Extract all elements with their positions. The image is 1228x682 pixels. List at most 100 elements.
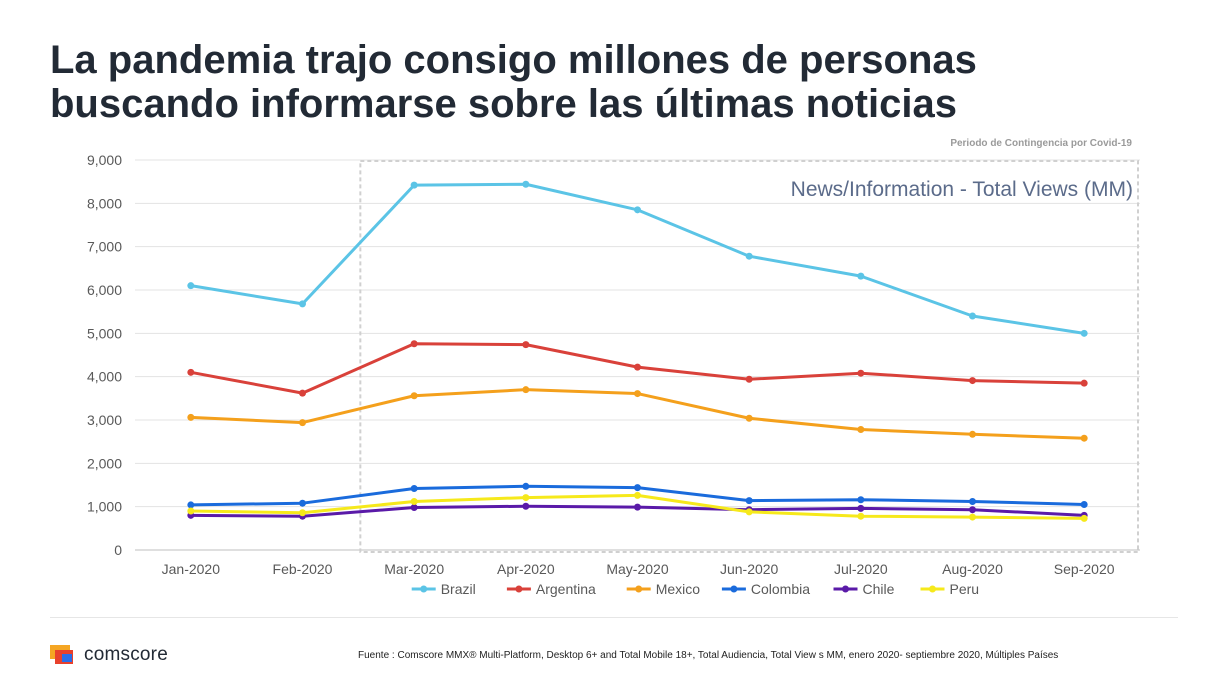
data-point-mexico: [299, 419, 306, 427]
data-point-mexico: [1080, 434, 1088, 442]
grid-lines: [135, 159, 1140, 551]
data-point-argentina: [634, 363, 641, 371]
title-line-2: buscando informarse sobre las últimas no…: [50, 82, 957, 126]
series-brazil: [187, 180, 1088, 337]
x-tick-label: Apr-2020: [497, 561, 555, 577]
data-point-argentina: [410, 340, 418, 348]
x-tick-label: Mar-2020: [384, 561, 444, 577]
data-point-mexico: [857, 426, 865, 434]
chart-title: News/Information - Total Views (MM): [791, 178, 1133, 201]
data-point-argentina: [299, 389, 306, 397]
legend: Brazil Argentina Mexico Colombia Chile Peru: [411, 581, 980, 597]
data-point-colombia: [857, 496, 865, 504]
data-point-chile: [522, 502, 530, 510]
contingency-period-label: Periodo de Contingencia por Covid-19: [950, 138, 1132, 149]
legend-item-peru: Peru: [920, 581, 980, 597]
contingency-highlight-box: [359, 160, 1140, 553]
data-point-brazil: [522, 180, 530, 188]
legend-item-mexico: Mexico: [626, 581, 701, 597]
data-point-chile: [969, 506, 976, 514]
x-axis: Jan-2020 Feb-2020 Mar-2020 Apr-2020 May-2020…: [162, 561, 1115, 577]
footer-divider: [50, 617, 1178, 618]
legend-marker-peru: [929, 585, 936, 593]
data-point-argentina: [745, 375, 753, 383]
legend-item-colombia: Colombia: [721, 581, 810, 597]
y-tick-label: 1,000: [87, 499, 122, 515]
data-point-peru: [1080, 514, 1088, 522]
data-point-colombia: [1080, 501, 1088, 508]
data-point-peru: [187, 507, 195, 515]
data-point-mexico: [634, 390, 641, 398]
line-chart: News/Information - Total Views (MM) 0 1,0…: [87, 152, 1140, 597]
data-point-brazil: [969, 312, 976, 320]
data-point-brazil: [745, 252, 753, 260]
data-point-peru: [857, 512, 865, 520]
x-tick-label: Jun-2020: [720, 561, 779, 577]
x-tick-label: Jul-2020: [834, 561, 888, 577]
y-tick-label: 3,000: [87, 412, 122, 428]
series-mexico: [187, 386, 1088, 442]
legend-marker-argentina: [515, 585, 523, 593]
legend-marker-chile: [842, 585, 849, 593]
legend-marker-mexico: [635, 585, 643, 593]
data-point-argentina: [187, 368, 195, 376]
y-tick-label: 5,000: [87, 325, 122, 341]
series-colombia: [187, 482, 1088, 509]
comscore-logo-icon: [50, 645, 76, 665]
data-point-mexico: [410, 392, 418, 400]
data-point-colombia: [745, 497, 753, 505]
x-tick-label: May-2020: [606, 561, 668, 577]
y-tick-label: 7,000: [87, 239, 122, 255]
data-point-colombia: [299, 499, 306, 507]
series-peru: [187, 491, 1088, 522]
data-point-colombia: [969, 497, 976, 505]
data-point-brazil: [857, 272, 865, 280]
legend-label-mexico: Mexico: [656, 581, 701, 597]
data-point-peru: [522, 494, 530, 502]
y-tick-label: 4,000: [87, 369, 122, 385]
legend-item-chile: Chile: [833, 581, 895, 597]
data-point-brazil: [299, 300, 306, 308]
data-point-argentina: [1080, 379, 1088, 387]
data-point-peru: [969, 513, 976, 521]
data-point-colombia: [522, 482, 530, 490]
data-point-mexico: [745, 414, 753, 422]
data-point-chile: [410, 504, 418, 512]
y-axis: 0 1,000 2,000 3,000 4,000 5,000 6,000 7,000 8,00…: [87, 152, 122, 558]
legend-item-argentina: Argentina: [506, 581, 596, 597]
data-point-brazil: [634, 206, 641, 214]
data-point-argentina: [522, 341, 530, 349]
data-point-colombia: [410, 484, 418, 492]
data-point-chile: [634, 503, 641, 511]
y-tick-label: 9,000: [87, 152, 122, 168]
legend-label-peru: Peru: [950, 581, 980, 597]
data-point-peru: [299, 509, 306, 517]
legend-label-colombia: Colombia: [751, 581, 810, 597]
data-point-colombia: [187, 501, 195, 509]
x-tick-label: Aug-2020: [942, 561, 1003, 577]
x-tick-label: Sep-2020: [1054, 561, 1115, 577]
data-point-chile: [857, 504, 865, 512]
x-tick-label: Feb-2020: [273, 561, 333, 577]
data-point-mexico: [187, 413, 195, 421]
data-point-brazil: [187, 282, 195, 290]
data-point-mexico: [522, 386, 530, 394]
source-note: Fuente : Comscore MMX® Multi-Platform, D…: [358, 650, 1059, 661]
y-tick-label: 2,000: [87, 455, 122, 471]
data-point-peru: [410, 497, 418, 505]
comscore-logo: comscore: [50, 643, 168, 667]
data-point-peru: [634, 491, 641, 499]
page-title: La pandemia trajo consigo millones de pe…: [50, 38, 1170, 126]
y-tick-label: 6,000: [87, 282, 122, 298]
series-group: [187, 180, 1088, 522]
title-line-1: La pandemia trajo consigo millones de pe…: [50, 38, 977, 82]
data-point-argentina: [857, 369, 865, 377]
legend-item-brazil: Brazil: [411, 581, 476, 597]
data-point-brazil: [410, 181, 418, 189]
legend-label-argentina: Argentina: [536, 581, 596, 597]
x-tick-label: Jan-2020: [162, 561, 221, 577]
legend-marker-colombia: [730, 585, 738, 593]
legend-label-chile: Chile: [863, 581, 895, 597]
data-point-peru: [745, 508, 753, 516]
y-tick-label: 8,000: [87, 195, 122, 211]
